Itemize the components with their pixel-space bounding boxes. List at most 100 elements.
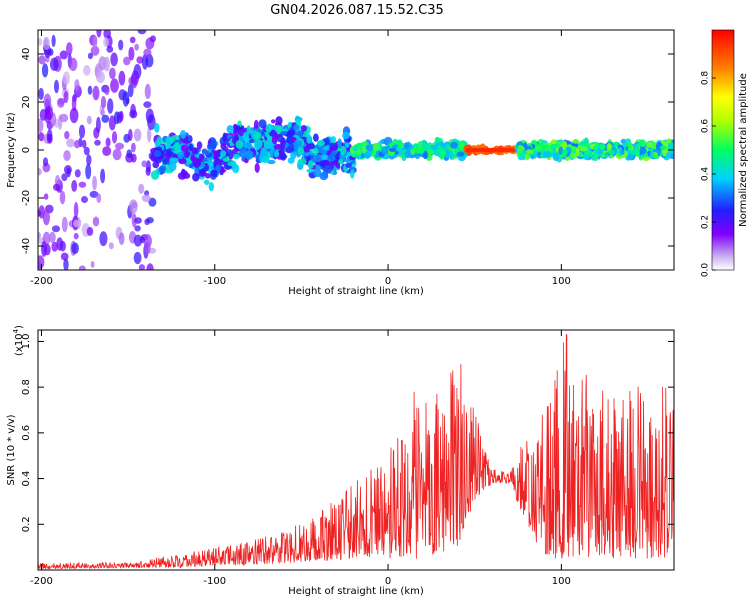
spectrogram-cell [260,148,269,158]
spectrogram-cell [134,43,140,51]
snr-x-tick-label: -200 [30,576,53,587]
spectrogram-cell [210,169,218,177]
spectrogram-cell [102,146,112,157]
spectrogram-cell [150,35,156,43]
spectrogram-cell [63,90,69,104]
snr-multiplier-exp: 4 [12,328,20,333]
spectrogram-cell [42,157,49,167]
spectrogram-cell [608,149,615,155]
spectrogram-cell [288,143,295,153]
spectrogram-cell [329,145,338,151]
spectrogram-cell [273,150,279,158]
spectrogram-cell [422,150,428,160]
spectrogram-cell [48,48,54,56]
spectrogram-cell [66,42,73,56]
spectrogram-cell [47,128,53,142]
spectrogram-cell [207,142,216,151]
snr-frame [37,329,675,571]
spectrogram-cell [96,193,102,204]
spectrogram-cell [154,122,160,133]
spectrogram-cell [344,141,350,149]
spectrogram-cell [122,91,130,107]
spectrogram-cell [41,241,47,257]
spectrogram-cell [73,202,79,218]
spectrogram-cell [61,173,68,182]
spectrogram-cell [643,153,649,158]
spectrogram-cell [222,132,227,143]
spectrogram-cell [126,149,133,158]
spectrogram-cell [313,133,319,142]
spectrogram-cell [290,151,297,160]
spectrogram-x-tick-label: 0 [385,276,391,287]
spectrogram-cell [662,149,667,157]
spectrogram-cell [335,162,341,169]
snr-x-tick-label: 0 [385,576,391,587]
spectrogram-cell [629,149,634,155]
spectrogram-cell [83,64,91,76]
colorbar-gradient [712,30,734,270]
spectrogram-cell [599,144,606,150]
spectrogram-cell [52,183,61,191]
spectrogram-cell [63,258,69,270]
spectrogram-cell [85,163,92,180]
colorbar-ticks: 0.0 0.2 0.4 0.6 0.8 [701,71,716,277]
snr-x-ticks: -200 -100 0 100 [30,330,571,587]
spectrogram-cell [381,146,390,155]
spectrogram-cell [320,154,329,160]
spectrogram-cell [71,242,79,254]
spectrogram-cell [552,153,560,161]
snr-multiplier-base: (x10 [14,333,25,356]
spectrogram-cell [297,147,305,155]
spectrogram-cell [130,74,138,89]
spectrogram-cell [138,183,145,194]
spectrogram-cell [147,114,156,131]
spectrogram-cell [627,142,633,149]
spectrogram-cell [177,151,184,160]
spectrogram-cell [111,131,118,144]
spectrogram-cell [134,217,142,224]
spectrogram-cell [43,93,52,110]
snr-y-tick-label: 0.6 [21,425,32,441]
spectrogram-cell [551,143,561,148]
spectrogram-cell [158,165,167,174]
spectrogram-y-tick-label: 20 [21,96,32,109]
spectrogram-cell [350,169,355,179]
spectrogram-cell [168,161,177,172]
spectrogram-cell [66,138,75,148]
spectrogram-cell [96,116,101,133]
spectrogram-cell [191,157,199,163]
spectrogram-cell [265,125,272,133]
spectrogram-cell [253,119,259,129]
snr-y-tick-label: 0.8 [21,379,32,395]
spectrogram-cell [235,140,244,149]
spectrogram-cell [69,107,79,124]
spectrogram-cell [246,125,251,135]
spectrogram-cell [147,127,152,143]
spectrogram-cell [49,231,56,244]
spectrogram-cell [136,56,144,64]
spectrogram-cell [535,146,542,151]
spectrogram-cell [38,132,45,142]
spectrogram-cell [38,168,42,176]
spectrogram-cell [184,150,191,159]
spectrogram-cell [278,148,285,157]
spectrogram-cell [92,175,97,191]
spectrogram-cell [43,36,50,51]
spectrogram-cell [233,154,240,160]
spectrogram-x-tick-label: -200 [30,276,53,287]
spectrogram-cell [561,140,568,151]
snr-multiplier-close: ) [14,325,25,329]
spectrogram-y-tick-label: 40 [21,48,32,61]
spectrogram-cell [208,182,214,192]
spectrogram-cell [620,149,625,155]
spectrogram-cell [145,160,151,173]
spectrogram-cell [118,232,125,245]
spectrogram-cell [226,125,234,134]
spectrogram-cell [365,144,375,151]
colorbar-label: Normalized spectral amplitude [738,73,749,227]
spectrogram-cell [167,139,171,149]
spectrogram-cell [328,152,335,162]
spectrogram-cell [112,148,122,161]
spectrogram-cell [56,237,64,251]
